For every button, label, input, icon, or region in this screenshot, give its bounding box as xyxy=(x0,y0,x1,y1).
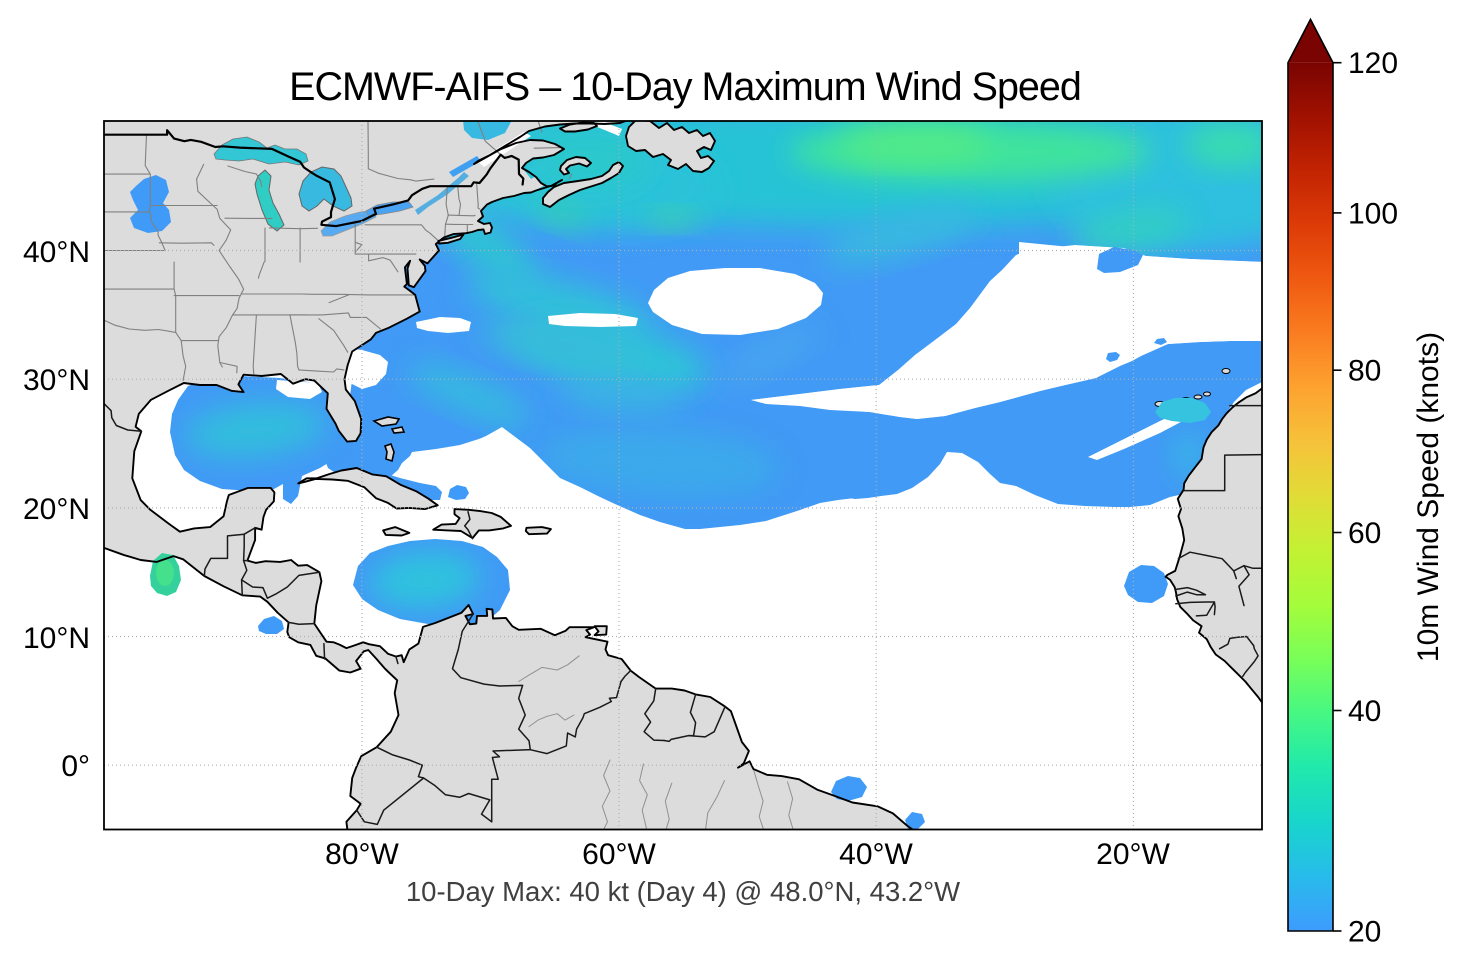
svg-text:10m Wind Speed (knots): 10m Wind Speed (knots) xyxy=(1412,332,1445,662)
svg-text:20°N: 20°N xyxy=(23,493,90,526)
svg-text:80°W: 80°W xyxy=(325,838,399,871)
svg-text:10-Day Max: 40 kt (Day 4) @ 48: 10-Day Max: 40 kt (Day 4) @ 48.0°N, 43.2… xyxy=(406,876,960,907)
svg-text:100: 100 xyxy=(1348,197,1398,230)
svg-text:ECMWF-AIFS – 10-Day Maximum Wi: ECMWF-AIFS – 10-Day Maximum Wind Speed xyxy=(289,65,1081,109)
svg-text:10°N: 10°N xyxy=(23,622,90,655)
svg-text:40°W: 40°W xyxy=(839,838,913,871)
svg-text:40: 40 xyxy=(1348,695,1381,728)
svg-text:80: 80 xyxy=(1348,355,1381,388)
svg-text:30°N: 30°N xyxy=(23,364,90,397)
svg-text:20°W: 20°W xyxy=(1096,838,1170,871)
svg-text:0°: 0° xyxy=(61,750,90,783)
svg-text:20: 20 xyxy=(1348,916,1381,949)
svg-text:120: 120 xyxy=(1348,47,1398,80)
svg-text:60: 60 xyxy=(1348,517,1381,550)
svg-text:40°N: 40°N xyxy=(23,236,90,269)
svg-text:60°W: 60°W xyxy=(582,838,656,871)
